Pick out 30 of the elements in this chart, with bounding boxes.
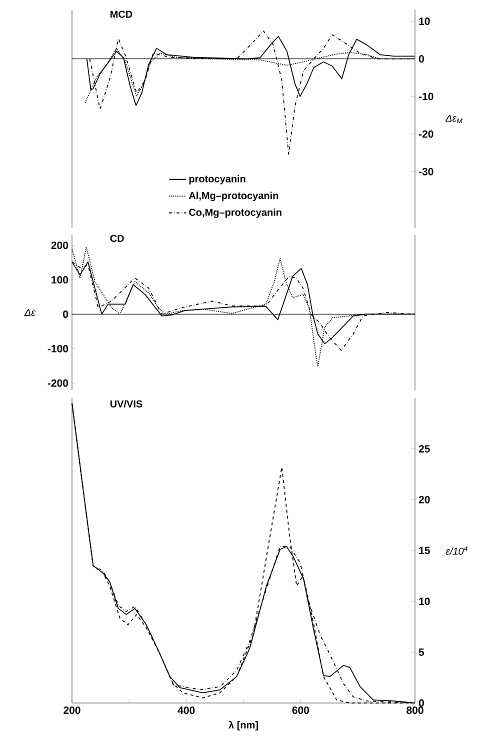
y-tick-label: -30: [418, 168, 434, 176]
y-tick-label: 0: [418, 699, 424, 707]
y-tick-label: 15: [419, 546, 430, 554]
y-tick-label: -20: [418, 130, 434, 138]
chart-title: UV/VIS: [110, 400, 142, 408]
y-tick-label: 100: [52, 276, 68, 284]
x-tick-label: 400: [178, 706, 195, 714]
x-tick-label: 200: [64, 706, 80, 714]
y-tick-label: 5: [418, 648, 424, 656]
y-axis-title: ε/10$^{4}$: [446, 546, 468, 555]
y-axis-title: Δε: [24, 309, 36, 316]
y-tick-label: 25: [418, 445, 430, 453]
y-tick-label: 200: [51, 242, 68, 250]
x-tick-label: 800: [406, 706, 424, 714]
y-tick-label: 20: [418, 496, 430, 504]
y-tick-label: 10: [419, 598, 430, 606]
legend-label: Co,Mg–protocyanin: [189, 208, 282, 218]
y-tick-label: 0: [418, 55, 424, 63]
y-tick-label: -200: [48, 379, 68, 387]
legend-label: Al,Mg–protocyanin: [188, 192, 278, 202]
y-tick-label: -100: [48, 344, 68, 352]
y-axis-title: Δε$_{M}$: [445, 114, 462, 124]
x-tick-label: 600: [292, 706, 309, 714]
legend-label: protocyanin: [189, 175, 246, 184]
y-tick-label: 10: [419, 18, 430, 25]
y-tick-label: 0: [63, 310, 68, 318]
chart-title: CD: [110, 234, 124, 242]
chart-title: MCD: [110, 10, 132, 18]
y-tick-label: -10: [418, 92, 434, 100]
x-axis-title: λ [nm]: [228, 720, 258, 730]
